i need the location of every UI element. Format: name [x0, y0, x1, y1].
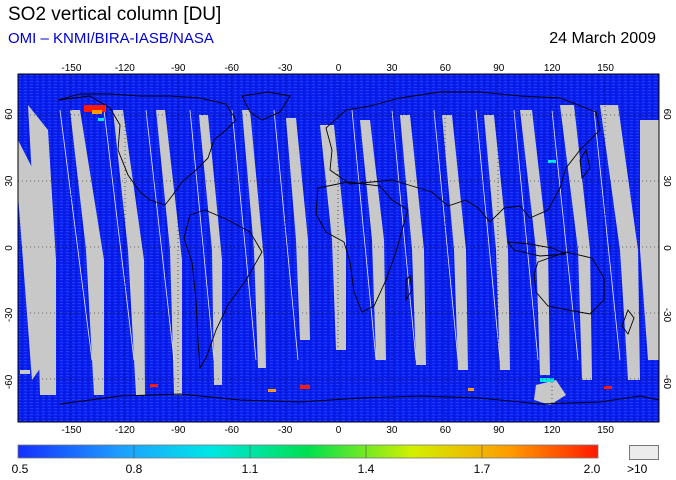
lat-tick-label: 30: [661, 176, 672, 188]
orbit-edges: [59, 109, 621, 361]
right-lat-ticks: 60 30 0 -30 -60: [661, 109, 672, 390]
no-data-gap: [640, 120, 659, 360]
lon-tick-label: -90: [171, 63, 186, 74]
lon-tick-label: 120: [544, 425, 561, 436]
lon-tick-label: 120: [544, 63, 561, 74]
hotspot-speck: [604, 386, 612, 389]
left-lat-ticks: 60 30 0 -30 -60: [4, 108, 15, 389]
lon-tick-label: -60: [224, 63, 239, 74]
top-lon-ticks: -150 -120 -90 -60 -30 0 30 60 90 120 150: [61, 63, 614, 74]
lon-tick-label: -150: [61, 63, 81, 74]
lat-tick-label: 0: [661, 245, 672, 251]
no-data-gap: [520, 110, 550, 375]
colorbar-tick-label: 1.1: [241, 462, 259, 476]
no-data-gap: [286, 118, 310, 340]
lon-tick-label: 150: [597, 425, 614, 436]
colorbar-divisions: [133, 445, 483, 458]
so2-hotspots: [20, 105, 612, 392]
graticule: [18, 74, 659, 422]
hotspot-speck: [300, 385, 310, 389]
lat-tick-label: 30: [4, 175, 15, 187]
lat-tick-label: -30: [4, 307, 15, 322]
lon-tick-label: 30: [386, 63, 398, 74]
lon-tick-label: -30: [278, 63, 293, 74]
lon-tick-label: -30: [278, 425, 293, 436]
lon-tick-label: -120: [115, 63, 135, 74]
lat-tick-label: -60: [4, 374, 15, 389]
lat-tick-label: -30: [661, 308, 672, 323]
lon-tick-label: 30: [386, 425, 398, 436]
lat-tick-label: -60: [661, 375, 672, 390]
lon-tick-label: 60: [440, 425, 452, 436]
lat-tick-label: 60: [4, 108, 15, 120]
colorbar-overflow-label: >10: [627, 462, 648, 476]
hotspot-speck: [268, 389, 276, 392]
coastlines: [57, 91, 660, 405]
no-data-gap: [484, 115, 510, 370]
map-date: 24 March 2009: [549, 30, 656, 47]
colorbar-tick-label: 0.5: [11, 462, 29, 476]
hotspot-speck: [540, 378, 554, 382]
colorbar-tick-label: 2.0: [583, 462, 601, 476]
hotspot-speck: [468, 388, 474, 391]
lon-tick-label: -120: [115, 425, 135, 436]
lon-tick-label: 150: [597, 63, 614, 74]
no-data-gap: [156, 110, 182, 395]
lon-tick-label: 0: [336, 425, 342, 436]
lon-tick-label: 90: [493, 425, 505, 436]
no-data-gap: [199, 115, 222, 385]
no-data-gap: [400, 115, 426, 365]
no-data-gap: [534, 380, 566, 405]
lat-tick-label: 60: [661, 109, 672, 121]
lon-tick-label: -60: [224, 425, 239, 436]
no-data-gap: [600, 105, 640, 380]
no-data-gap: [560, 105, 592, 380]
colorbar-tick-label: 1.7: [473, 462, 491, 476]
lon-tick-label: -150: [61, 425, 81, 436]
lon-tick-label: 0: [336, 63, 342, 74]
hotspot-speck: [548, 160, 556, 163]
bottom-lon-ticks: -150 -120 -90 -60 -30 0 30 60 90 120 150: [61, 425, 614, 436]
hotspot-speck: [98, 118, 104, 121]
data-credit: OMI – KNMI/BIRA-IASB/NASA: [8, 30, 214, 47]
no-data-gap: [28, 105, 56, 395]
colorbar-tick-label: 0.8: [125, 462, 143, 476]
no-data-gap: [442, 115, 468, 370]
hotspot-speck: [20, 370, 30, 374]
map-title: SO2 vertical column [DU]: [8, 4, 222, 25]
no-data-gap: [360, 120, 386, 360]
lon-tick-label: -90: [171, 425, 186, 436]
hotspot-speck: [150, 384, 158, 387]
lat-tick-label: 0: [4, 245, 15, 251]
colorbar-overflow-swatch: [629, 445, 659, 460]
lon-tick-label: 60: [440, 63, 452, 74]
map-frame: [17, 73, 660, 423]
hotspot-alaska-edge: [92, 110, 102, 114]
lon-tick-label: 90: [493, 63, 505, 74]
hotspot-alaska: [84, 105, 106, 112]
no-data-gap: [113, 110, 145, 395]
colorbar-tick-label: 1.4: [357, 462, 375, 476]
colorbar: [17, 444, 599, 459]
